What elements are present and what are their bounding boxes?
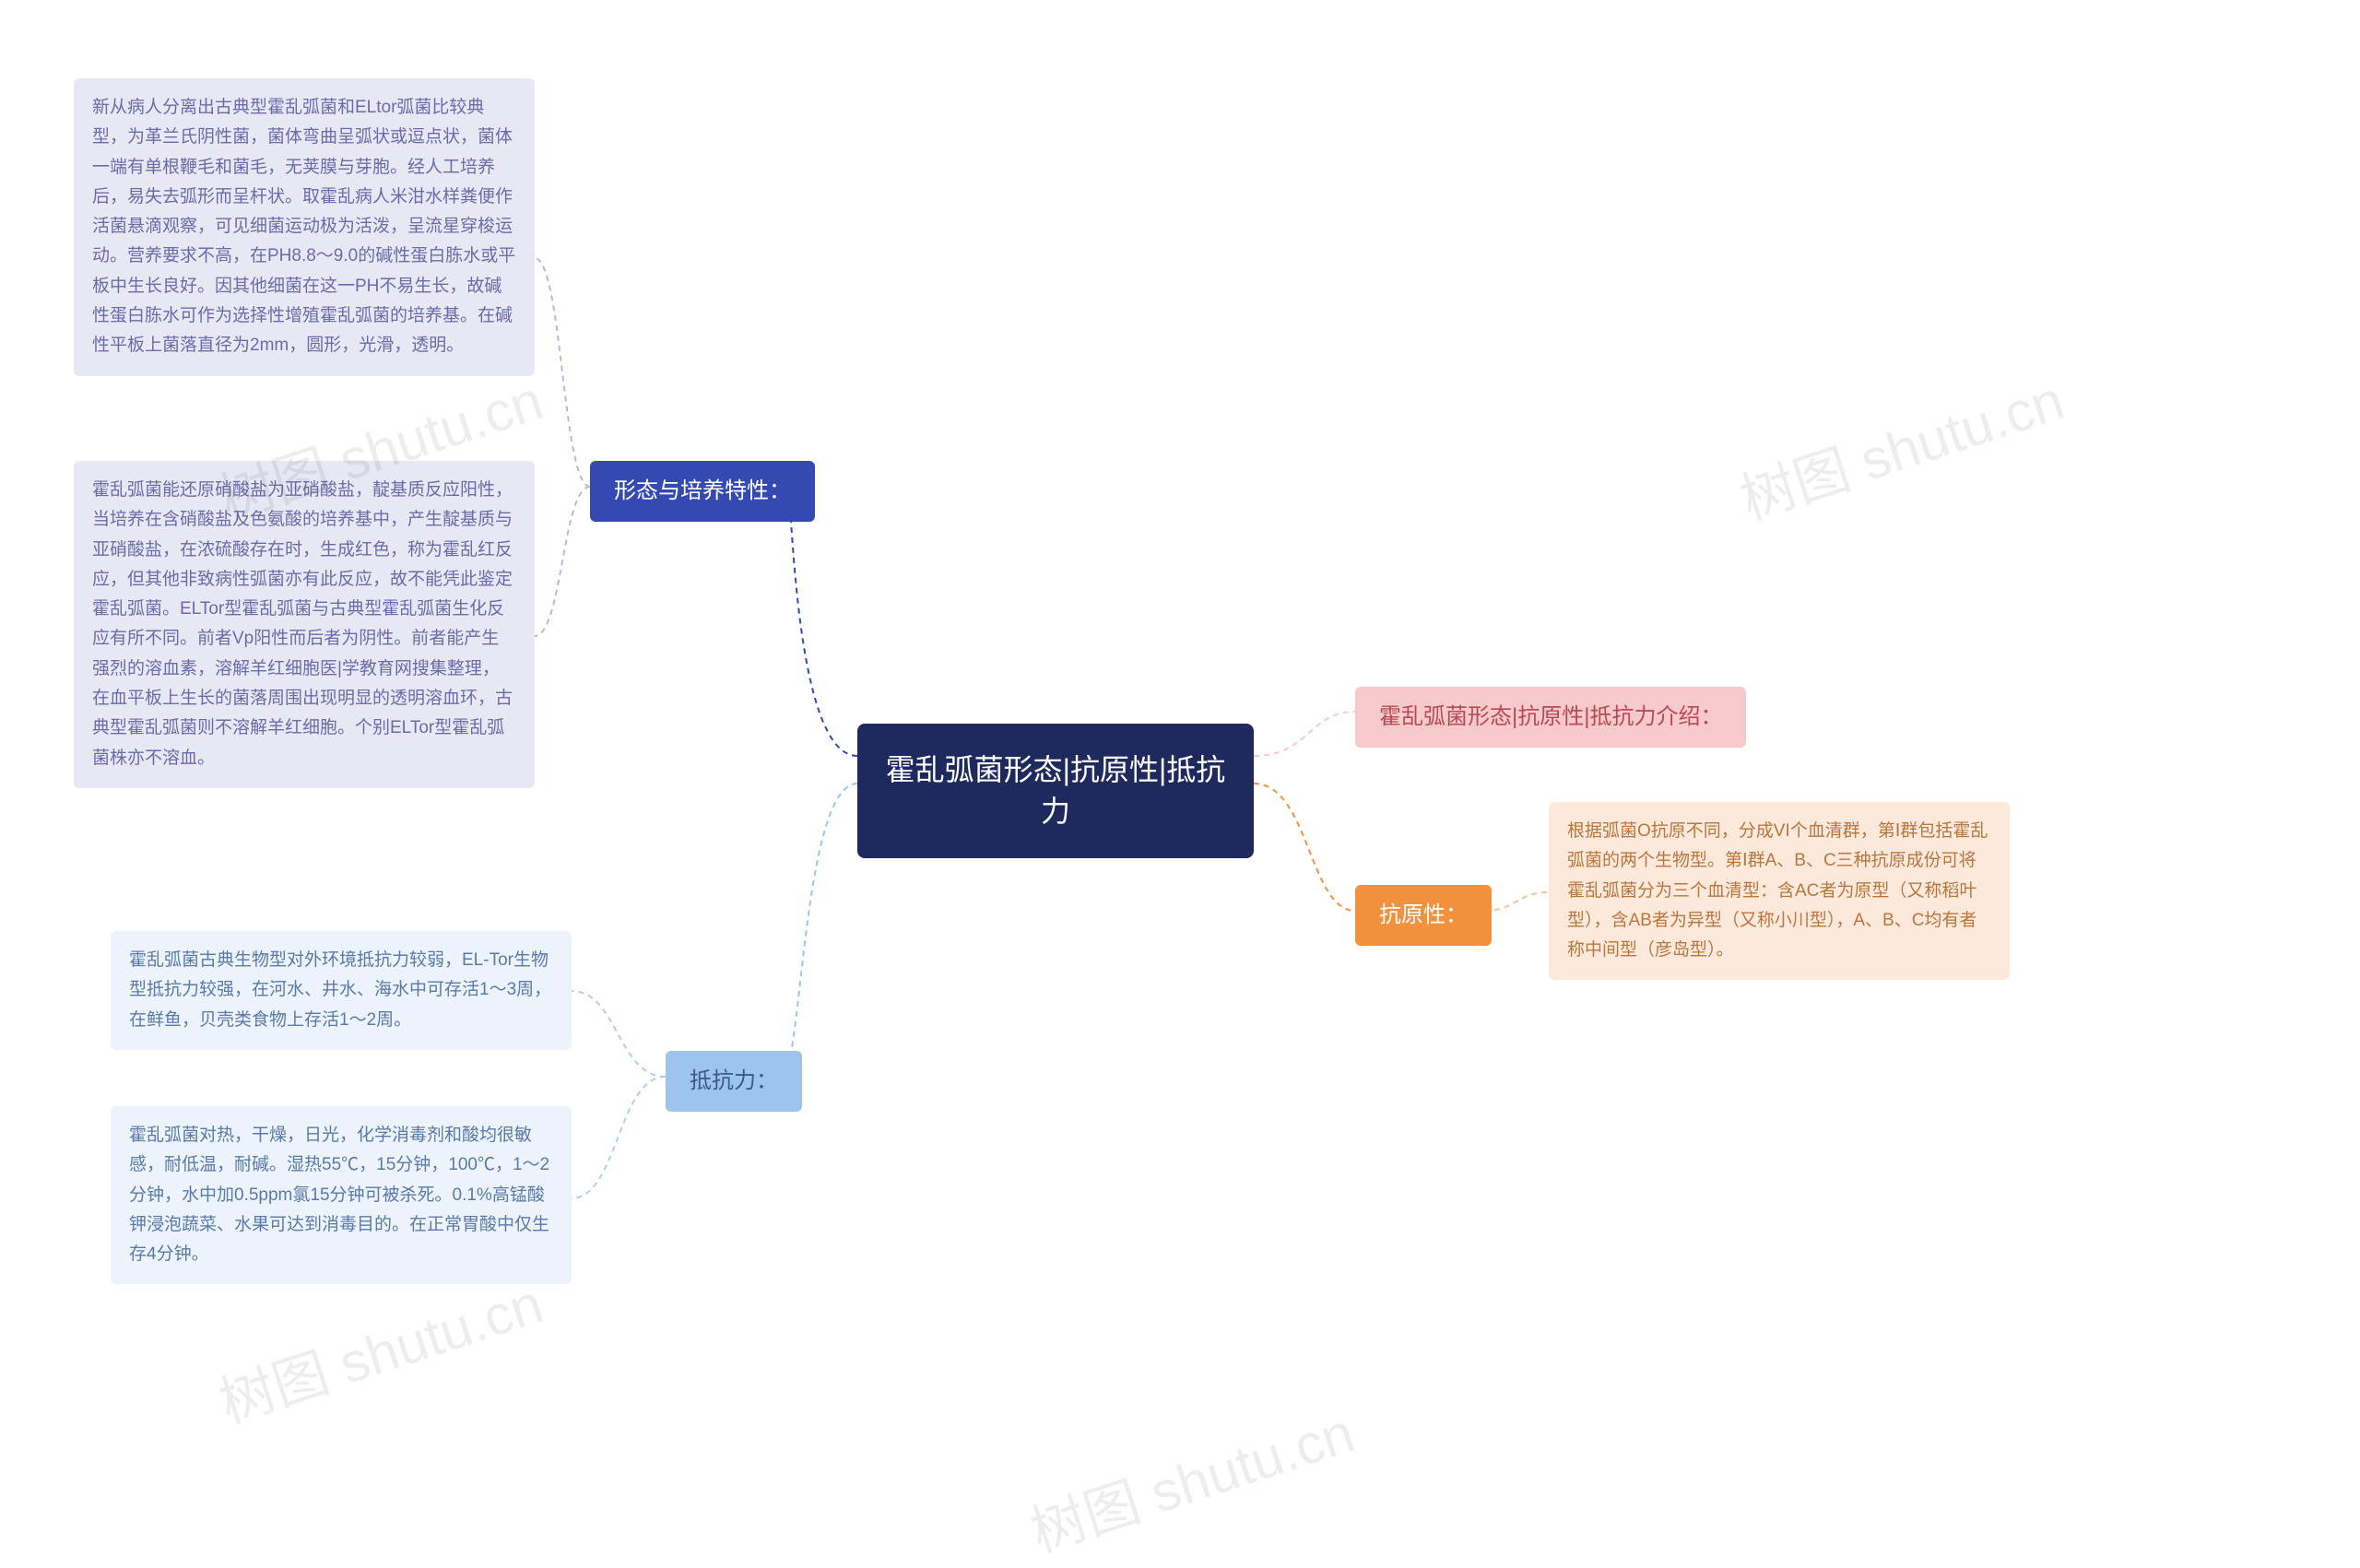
conn-resist-leaf1 (572, 991, 666, 1077)
conn-antigen-leaf1 (1484, 892, 1549, 911)
leaf-resistance-2[interactable]: 霍乱弧菌对热，干燥，日光，化学消毒剂和酸均很敏感，耐低温，耐碱。湿热55℃，15… (111, 1106, 572, 1284)
leaf-resistance-1[interactable]: 霍乱弧菌古典生物型对外环境抵抗力较弱，EL-Tor生物型抵抗力较强，在河水、井水… (111, 931, 572, 1050)
watermark: 树图 shutu.cn (1729, 356, 2072, 536)
watermark: 树图 shutu.cn (1019, 1388, 1363, 1568)
leaf-antigen-1[interactable]: 根据弧菌O抗原不同，分成VI个血清群，第Ⅰ群包括霍乱弧菌的两个生物型。第Ⅰ群A、… (1549, 802, 2010, 980)
branch-antigen[interactable]: 抗原性： (1355, 885, 1492, 946)
branch-morphology[interactable]: 形态与培养特性： (590, 461, 815, 522)
conn-morph-leaf2 (535, 487, 590, 636)
center-node[interactable]: 霍乱弧菌形态|抗原性|抵抗力 (857, 724, 1254, 858)
leaf-morphology-2[interactable]: 霍乱弧菌能还原硝酸盐为亚硝酸盐，靛基质反应阳性，当培养在含硝酸盐及色氨酸的培养基… (74, 461, 535, 788)
conn-morph-leaf1 (535, 258, 590, 487)
conn-center-intro (1254, 712, 1355, 756)
conn-resist-leaf2 (572, 1077, 666, 1198)
conn-center-antigen (1254, 784, 1355, 911)
conn-center-morph (787, 487, 857, 756)
leaf-morphology-1[interactable]: 新从病人分离出古典型霍乱弧菌和ELtor弧菌比较典型，为革兰氏阴性菌，菌体弯曲呈… (74, 78, 535, 376)
watermark: 树图 shutu.cn (207, 1259, 551, 1439)
branch-resistance[interactable]: 抵抗力： (666, 1051, 802, 1112)
branch-intro[interactable]: 霍乱弧菌形态|抗原性|抵抗力介绍： (1355, 687, 1746, 748)
conn-center-resist (782, 784, 857, 1077)
